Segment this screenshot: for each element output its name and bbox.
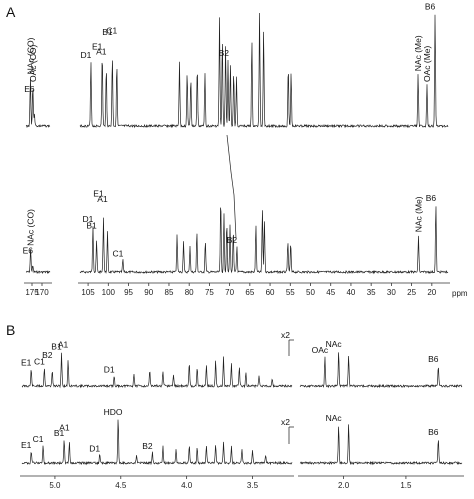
tick-label: 85 bbox=[165, 288, 174, 297]
peak-label: E6 bbox=[23, 246, 34, 256]
peak-label: A1 bbox=[58, 339, 69, 349]
peak-label: NAc bbox=[326, 413, 343, 423]
peak-label: E1 bbox=[21, 440, 32, 450]
tick-label: 80 bbox=[185, 288, 194, 297]
spectrum-trace bbox=[79, 12, 449, 129]
peak-label: NAc (Me) bbox=[413, 35, 423, 71]
peak-label: E1 bbox=[93, 188, 104, 198]
peak-label: NAc (Me) bbox=[414, 196, 424, 232]
peak-label: C1 bbox=[34, 356, 45, 366]
tick-label: 55 bbox=[286, 288, 295, 297]
spectrum-traces bbox=[21, 12, 463, 466]
spectrum-trace bbox=[79, 206, 449, 275]
peak-label: OAc bbox=[312, 345, 329, 355]
tick-label: 95 bbox=[124, 288, 133, 297]
tick-label: 35 bbox=[367, 288, 376, 297]
tick-label: 4.5 bbox=[115, 481, 127, 490]
peak-label: NAc bbox=[326, 339, 343, 349]
scale-mark-label: x2 bbox=[281, 330, 290, 340]
peak-label: D1 bbox=[82, 214, 93, 224]
tick-label: 25 bbox=[407, 288, 416, 297]
panel-label-a: A bbox=[6, 4, 16, 20]
peak-label: OAc (CO) bbox=[28, 45, 38, 82]
tick-label: 40 bbox=[346, 288, 355, 297]
peak-label: OAc (Me) bbox=[422, 45, 432, 82]
peak-label: D1 bbox=[80, 50, 91, 60]
spectrum-trace bbox=[21, 419, 293, 466]
peak-label: HDO bbox=[104, 407, 123, 417]
spectrum-trace bbox=[299, 352, 463, 389]
tick-label: 20 bbox=[427, 288, 436, 297]
tick-label: 30 bbox=[387, 288, 396, 297]
scale-mark-label: x2 bbox=[281, 417, 290, 427]
scale-mark-bottom: x2 bbox=[281, 417, 294, 444]
peak-label: B1 bbox=[54, 428, 65, 438]
tick-label: 170 bbox=[35, 288, 49, 297]
scale-mark-top: x2 bbox=[281, 330, 294, 356]
spectrum-trace bbox=[21, 352, 293, 389]
peak-label: B6 bbox=[426, 193, 437, 203]
tick-label: 2.0 bbox=[338, 481, 350, 490]
peak-label: E6 bbox=[24, 84, 35, 94]
tick-label: 65 bbox=[245, 288, 254, 297]
tick-label: 100 bbox=[102, 288, 116, 297]
tick-label: 70 bbox=[225, 288, 234, 297]
peak-label: E1 bbox=[92, 42, 103, 52]
tick-label: 90 bbox=[144, 288, 153, 297]
spectrum-trace bbox=[299, 424, 463, 466]
peak-label: B6 bbox=[428, 354, 439, 364]
tick-label: 75 bbox=[205, 288, 214, 297]
peak-label: D1 bbox=[104, 365, 115, 375]
tick-label: 1.5 bbox=[400, 481, 412, 490]
peak-label: B2 bbox=[42, 350, 53, 360]
peak-label: C1 bbox=[106, 25, 117, 35]
peak-label: C1 bbox=[33, 434, 44, 444]
peak-label: NAc (CO) bbox=[26, 209, 36, 246]
axis-unit-label: ppm bbox=[452, 289, 468, 298]
tick-label: 105 bbox=[81, 288, 95, 297]
b2-correlation-line bbox=[226, 134, 237, 239]
peak-label: C1 bbox=[112, 248, 123, 258]
tick-label: 175 bbox=[25, 288, 39, 297]
peak-label: B2 bbox=[227, 235, 238, 245]
tick-label: 50 bbox=[306, 288, 315, 297]
spectrum-trace bbox=[25, 78, 51, 129]
peak-label: NAc (CO) bbox=[25, 37, 35, 74]
peak-label: B6 bbox=[425, 2, 436, 12]
tick-label: 4.0 bbox=[181, 481, 193, 490]
peak-label: B2 bbox=[142, 441, 153, 451]
spectrum-trace bbox=[25, 249, 51, 275]
peak-label: B1 bbox=[51, 341, 62, 351]
peak-label: A1 bbox=[96, 47, 107, 57]
peak-label: B1 bbox=[86, 221, 97, 231]
peak-label: E1 bbox=[21, 358, 32, 368]
peak-label: B1 bbox=[102, 27, 113, 37]
peak-label: B2 bbox=[219, 48, 230, 58]
tick-label: 3.5 bbox=[247, 481, 259, 490]
peak-label: D1 bbox=[89, 444, 100, 454]
peak-label: A1 bbox=[59, 423, 70, 433]
tick-label: 5.0 bbox=[49, 481, 61, 490]
peak-label: B6 bbox=[428, 427, 439, 437]
tick-label: 60 bbox=[266, 288, 275, 297]
panel-label-b: B bbox=[6, 322, 15, 338]
tick-label: 45 bbox=[326, 288, 335, 297]
peak-label: A1 bbox=[97, 194, 108, 204]
